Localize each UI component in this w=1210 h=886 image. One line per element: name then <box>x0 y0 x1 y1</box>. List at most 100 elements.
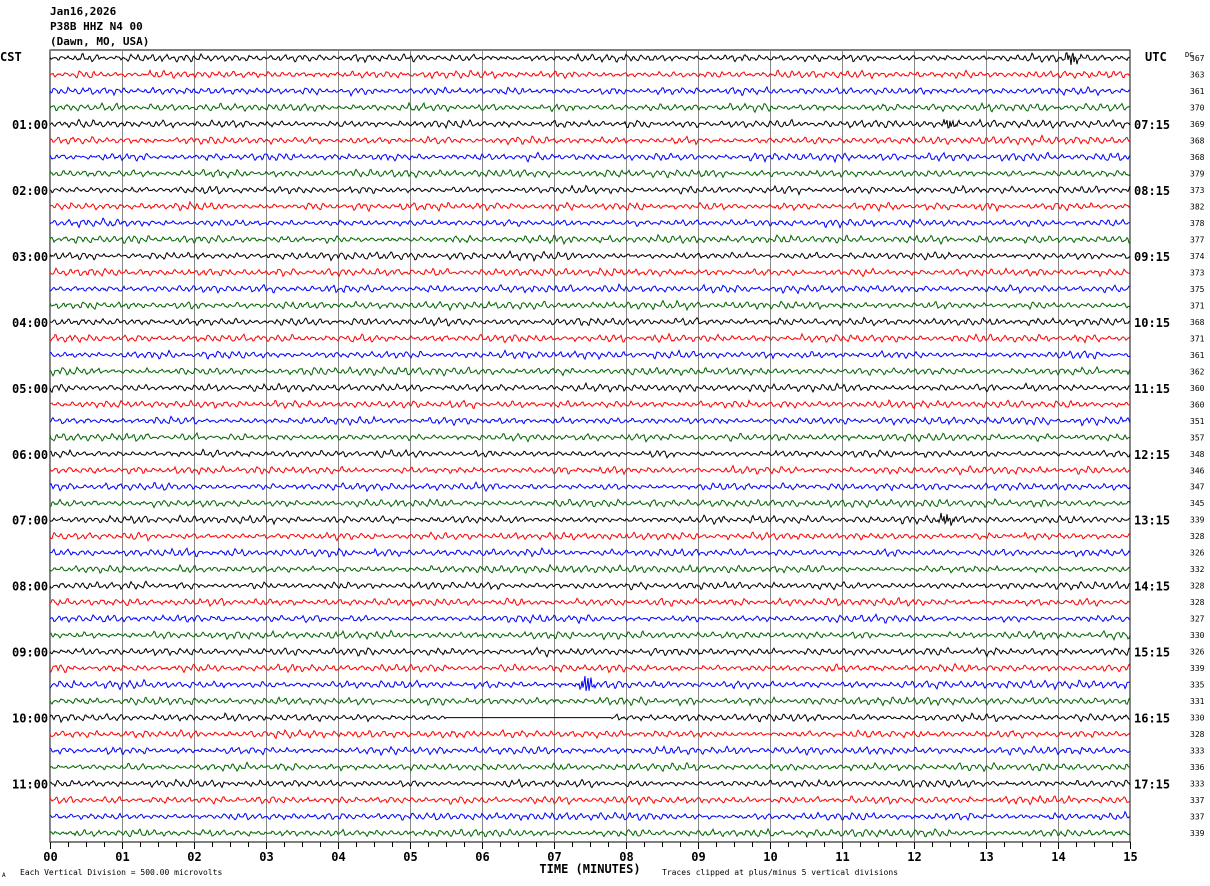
dc-value: 326 <box>1190 549 1205 558</box>
seismic-trace <box>49 512 1131 526</box>
right-hour-label: 13:15 <box>1134 514 1170 528</box>
right-hour-label: 07:15 <box>1134 118 1170 132</box>
dc-value: 382 <box>1190 202 1205 211</box>
seismic-trace <box>49 217 1131 229</box>
seismic-trace <box>49 580 1131 591</box>
dc-label: DC <box>1185 51 1193 59</box>
seismic-trace <box>49 596 1131 608</box>
dc-value: 330 <box>1190 631 1205 640</box>
dc-value: 335 <box>1190 681 1205 690</box>
x-tick-label: 08 <box>619 850 633 864</box>
seismic-trace <box>49 118 1131 130</box>
x-tick-label: 15 <box>1123 850 1137 864</box>
seismic-trace <box>49 531 1131 542</box>
x-tick-label: 11 <box>835 850 849 864</box>
seismic-trace <box>49 398 1131 410</box>
dc-value: 373 <box>1190 268 1205 277</box>
seismic-trace <box>49 778 1131 789</box>
seismic-trace <box>49 68 1131 80</box>
seismic-trace <box>49 415 1131 427</box>
left-hour-label: 09:00 <box>12 646 48 660</box>
dc-value: 377 <box>1190 235 1205 244</box>
dc-value: 371 <box>1190 301 1205 310</box>
seismic-trace <box>49 629 1131 642</box>
dc-value: 362 <box>1190 367 1205 376</box>
seismic-trace <box>49 134 1131 146</box>
dc-value: 370 <box>1190 103 1205 112</box>
dc-value: 331 <box>1190 697 1205 706</box>
clipping-note: Traces clipped at plus/minus 5 vertical … <box>662 868 898 877</box>
seismic-trace <box>49 448 1131 459</box>
location-label: (Dawn, MO, USA) <box>50 35 150 48</box>
x-axis-label: TIME (MINUTES) <box>539 862 640 876</box>
dc-value: 368 <box>1190 136 1205 145</box>
dc-value: 379 <box>1190 169 1205 178</box>
x-tick-label: 05 <box>403 850 417 864</box>
dc-value: 333 <box>1190 747 1205 756</box>
left-hour-label: 04:00 <box>12 316 48 330</box>
seismic-trace <box>49 200 1131 213</box>
dc-value: 326 <box>1190 648 1205 657</box>
seismic-trace <box>49 431 1131 443</box>
dc-value: 346 <box>1190 466 1205 475</box>
dc-value: 375 <box>1190 285 1205 294</box>
seismic-trace <box>49 299 1131 312</box>
right-hour-label: 14:15 <box>1134 580 1170 594</box>
seismic-trace <box>49 101 1131 114</box>
dc-value: 378 <box>1190 219 1205 228</box>
seismic-trace <box>49 827 1131 839</box>
seismic-trace <box>49 52 1130 65</box>
dc-value: 363 <box>1190 70 1205 79</box>
left-timezone-label: CST <box>0 50 22 64</box>
left-hour-label: 05:00 <box>12 382 48 396</box>
seismic-trace <box>49 546 1131 558</box>
seismic-trace <box>49 810 1131 822</box>
seismic-trace <box>49 85 1131 98</box>
seismic-trace <box>49 267 1131 278</box>
dc-value: 328 <box>1190 598 1205 607</box>
dc-value: 345 <box>1190 499 1205 508</box>
seismic-trace <box>49 613 1131 625</box>
dc-value: 339 <box>1190 516 1205 525</box>
seismic-trace <box>49 464 1130 476</box>
dc-value: 347 <box>1190 483 1205 492</box>
seismic-trace <box>49 662 1131 674</box>
x-tick-label: 00 <box>43 850 57 864</box>
left-hour-label: 03:00 <box>12 250 48 264</box>
dc-value: 328 <box>1190 582 1205 591</box>
seismic-trace <box>49 712 1131 724</box>
seismic-trace <box>49 761 1131 773</box>
corner-mark: A <box>2 872 6 879</box>
dc-value: 368 <box>1190 318 1205 327</box>
date-label: Jan16,2026 <box>50 5 117 18</box>
seismic-trace <box>49 696 1131 707</box>
dc-value: 351 <box>1190 417 1205 426</box>
dc-value: 327 <box>1190 615 1205 624</box>
seismic-trace <box>49 316 1131 328</box>
dc-value: 348 <box>1190 450 1205 459</box>
seismic-trace <box>49 151 1131 164</box>
dc-value: 361 <box>1190 351 1205 360</box>
dc-value: 360 <box>1190 400 1205 409</box>
dc-value: 337 <box>1190 813 1205 822</box>
plot-frame <box>49 49 1131 843</box>
dc-value: 373 <box>1190 186 1205 195</box>
dc-value: 371 <box>1190 334 1205 343</box>
left-hour-label: 02:00 <box>12 184 48 198</box>
dc-value: 339 <box>1190 664 1205 673</box>
right-hour-label: 09:15 <box>1134 250 1170 264</box>
dc-value: 361 <box>1190 87 1205 96</box>
left-hour-label: 08:00 <box>12 580 48 594</box>
dc-value: 337 <box>1190 796 1205 805</box>
dc-value: 339 <box>1190 829 1205 838</box>
seismic-trace <box>49 728 1131 740</box>
left-hour-label: 01:00 <box>12 118 48 132</box>
station-label: P38B HHZ N4 00 <box>50 20 143 33</box>
x-tick-label: 12 <box>907 850 921 864</box>
x-tick-label: 03 <box>259 850 273 864</box>
right-hour-label: 15:15 <box>1134 646 1170 660</box>
x-tick-label: 02 <box>187 850 201 864</box>
x-tick-label: 14 <box>1051 850 1065 864</box>
seismic-trace <box>49 794 1131 806</box>
x-tick-label: 09 <box>691 850 705 864</box>
